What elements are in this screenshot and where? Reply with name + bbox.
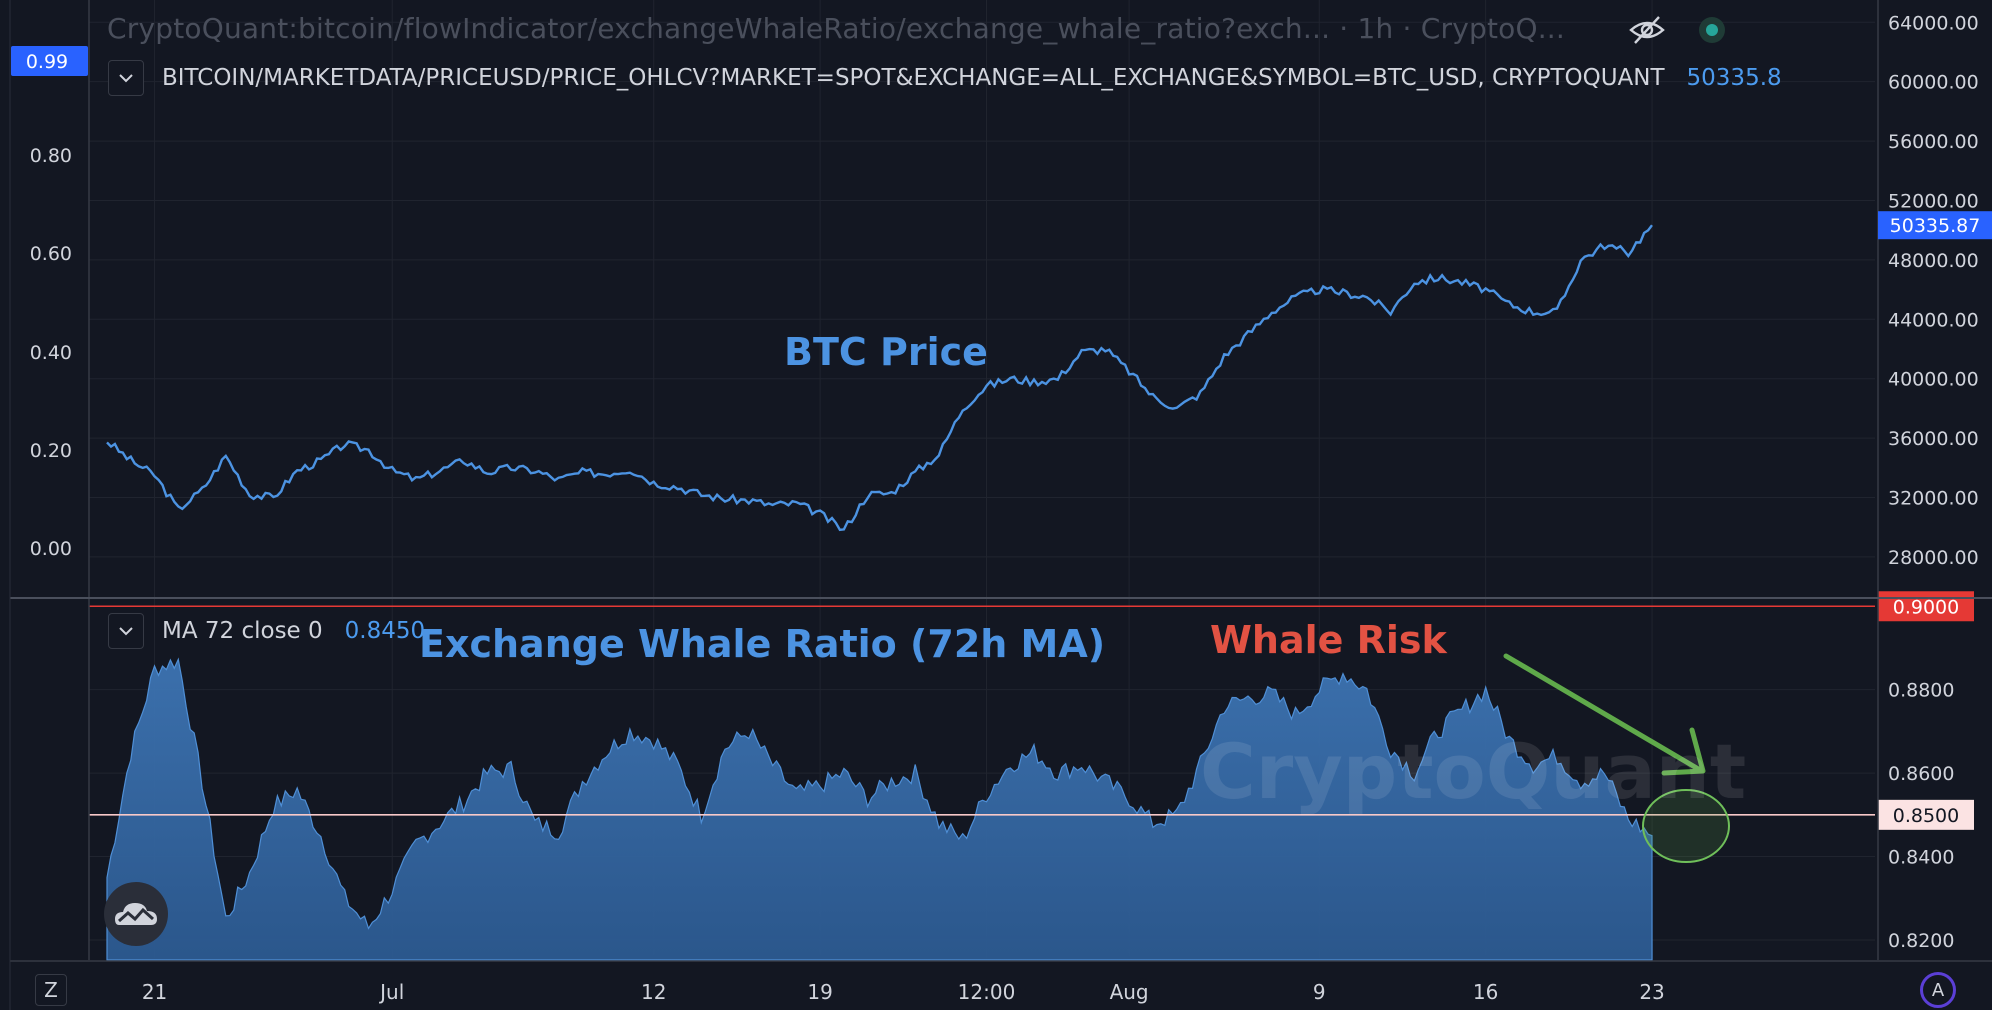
whale-tick-label: 0.8400: [1888, 847, 1954, 869]
chevron-down-icon: [119, 74, 133, 83]
highlight-circle-icon: [1642, 789, 1730, 863]
left-axis-highlight-box: [11, 46, 88, 76]
whale-risk-annotation: Whale Risk: [1210, 618, 1447, 662]
x-tick-label: 12:00: [958, 980, 1016, 1004]
btc-price-line-layer: [106, 224, 1653, 532]
price-tick-label: 60000.00: [1888, 72, 1979, 94]
x-tick-label: 19: [807, 980, 832, 1004]
zoom-button[interactable]: Z: [35, 974, 67, 1006]
price-tick-label: 36000.00: [1888, 428, 1979, 450]
whale-ratio-annotation: Exchange Whale Ratio (72h MA): [419, 622, 1106, 666]
x-tick-label: 9: [1313, 980, 1326, 1004]
risk-line-label-box: [1878, 591, 1974, 622]
x-tick-label: 23: [1639, 980, 1664, 1004]
btc-price-line: [106, 224, 1653, 532]
left-tick-label: 0.60: [30, 243, 72, 265]
left-tick-label: 0.80: [30, 145, 72, 167]
last-price-label: 50335.87: [1890, 215, 1981, 237]
auto-scale-button[interactable]: A: [1920, 972, 1956, 1008]
annotation-marks: [1503, 653, 1730, 863]
price-tick-label: 44000.00: [1888, 309, 1979, 331]
left-tick-label: 0.20: [30, 440, 72, 462]
arrow-head-icon: [1661, 727, 1706, 776]
left-tick-label: 0.40: [30, 342, 72, 364]
x-tick-label: Aug: [1110, 980, 1149, 1004]
eye-crossed-icon[interactable]: [1628, 14, 1666, 46]
cloud-chart-icon: [115, 903, 157, 925]
x-tick-label: Jul: [378, 980, 404, 1004]
ma-legend: MA 72 close 0 0.8450: [108, 613, 425, 649]
chart-title: CryptoQuant:bitcoin/flowIndicator/exchan…: [107, 12, 1565, 45]
reference-lines-layer: 0.9000 0.8500: [89, 591, 1974, 830]
price-legend-label: BITCOIN/MARKETDATA/PRICEUSD/PRICE_OHLCV?…: [162, 65, 1665, 91]
whale-ratio-area-layer: [106, 657, 1653, 961]
collapse-legend-button[interactable]: [108, 60, 144, 96]
axes-layer: 21 Jul 12 19 12:00 Aug 9 16 23 28000.00 32000.00 36…: [11, 12, 1992, 1004]
left-axis-highlight-label: 0.99: [26, 51, 68, 73]
x-tick-label: 16: [1473, 980, 1498, 1004]
threshold-label: 0.8500: [1893, 805, 1959, 827]
chart-frame: [9, 0, 1992, 1010]
price-tick-label: 48000.00: [1888, 250, 1979, 272]
whale-tick-label: 0.8600: [1888, 763, 1954, 785]
cryptoquant-logo-button[interactable]: [104, 882, 168, 946]
price-legend-value: 50335.8: [1686, 65, 1782, 91]
price-tick-label: 40000.00: [1888, 369, 1979, 391]
x-tick-label: 12: [641, 980, 666, 1004]
btc-price-annotation: BTC Price: [784, 330, 988, 374]
last-price-label-box: [1878, 211, 1992, 240]
price-legend: BITCOIN/MARKETDATA/PRICEUSD/PRICE_OHLCV?…: [108, 60, 1782, 96]
whale-tick-label: 0.8800: [1888, 680, 1954, 702]
ma-legend-label: MA 72 close 0: [162, 618, 323, 644]
collapse-ma-legend-button[interactable]: [108, 613, 144, 649]
grid-lines: [89, 0, 1875, 960]
price-tick-label: 32000.00: [1888, 488, 1979, 510]
left-tick-label: 0.00: [30, 538, 72, 560]
chevron-down-icon: [119, 627, 133, 636]
x-tick-label: 21: [142, 980, 167, 1004]
trend-arrow-icon: [1503, 653, 1703, 773]
ma-legend-value: 0.8450: [344, 618, 426, 644]
whale-ratio-area: [106, 657, 1653, 961]
whale-tick-label: 0.8200: [1888, 930, 1954, 952]
price-tick-label: 56000.00: [1888, 131, 1979, 153]
risk-line-label: 0.9000: [1893, 596, 1959, 618]
threshold-label-box: [1878, 799, 1974, 830]
cryptoquant-watermark: CryptoQuant: [1200, 727, 1747, 816]
price-tick-label: 64000.00: [1888, 12, 1979, 34]
price-tick-label: 28000.00: [1888, 547, 1979, 569]
price-tick-label: 52000.00: [1888, 190, 1979, 212]
status-dot-icon[interactable]: [1699, 17, 1725, 43]
